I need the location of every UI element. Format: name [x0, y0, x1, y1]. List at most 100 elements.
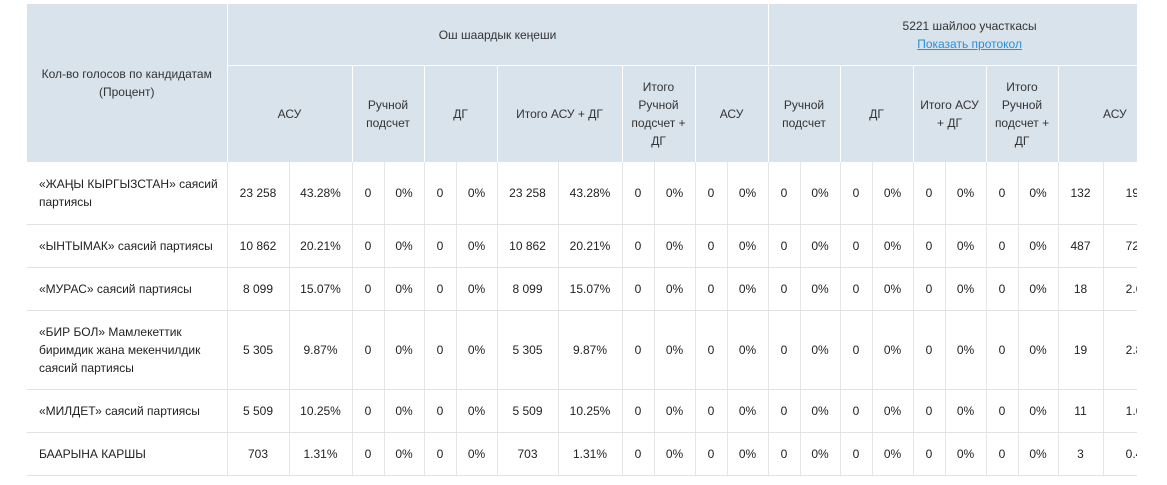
- vote-count-cell: 0: [839, 310, 873, 390]
- vote-count-cell: 0: [351, 310, 384, 390]
- vote-percent-cell: 43.28%: [288, 162, 352, 225]
- vote-count-cell: 0: [985, 310, 1019, 390]
- vote-count-cell: 0: [839, 389, 873, 433]
- vote-count-cell: 0: [621, 432, 654, 476]
- show-protocol-link[interactable]: Показать протокол: [917, 36, 1022, 51]
- subheader-asu-3: АСУ: [1057, 65, 1137, 162]
- vote-percent-cell: 0%: [1017, 432, 1059, 476]
- subheader-total-1: Итого АСУ + ДГ: [496, 65, 622, 162]
- vote-percent-cell: 0%: [1017, 267, 1059, 311]
- vote-count-cell: 703: [226, 432, 289, 476]
- vote-percent-cell: 0%: [1017, 162, 1059, 225]
- vote-percent-cell: 2.69: [1102, 267, 1137, 311]
- vote-count-cell: 5 305: [496, 310, 558, 390]
- vote-count-cell: 5 509: [226, 389, 289, 433]
- vote-percent-cell: 0%: [726, 267, 769, 311]
- vote-percent-cell: 0%: [653, 310, 695, 390]
- vote-percent-cell: 0%: [871, 310, 914, 390]
- vote-count-cell: 0: [912, 389, 946, 433]
- vote-percent-cell: 0%: [383, 310, 424, 390]
- vote-count-cell: 0: [985, 162, 1019, 225]
- vote-count-cell: 0: [423, 162, 456, 225]
- vote-percent-cell: 72.6: [1102, 224, 1137, 268]
- vote-percent-cell: 0%: [383, 389, 424, 433]
- vote-percent-cell: 0%: [871, 162, 914, 225]
- vote-count-cell: 132: [1057, 162, 1104, 225]
- vote-percent-cell: 0%: [871, 267, 914, 311]
- vote-percent-cell: 0%: [653, 162, 695, 225]
- vote-percent-cell: 10.25%: [288, 389, 352, 433]
- table-row: «МИЛДЕТ» саясий партиясы 5 509 10.25% 0 0% 0 0…: [27, 389, 1137, 433]
- vote-count-cell: 0: [985, 432, 1019, 476]
- vote-percent-cell: 0%: [653, 267, 695, 311]
- vote-count-cell: 23 258: [496, 162, 558, 225]
- vote-percent-cell: 0%: [455, 310, 497, 390]
- vote-percent-cell: 20.21%: [288, 224, 352, 268]
- vote-percent-cell: 0%: [455, 389, 497, 433]
- subheader-asu-2: АСУ: [694, 65, 769, 162]
- vote-count-cell: 0: [767, 162, 801, 225]
- vote-count-cell: 0: [694, 224, 727, 268]
- vote-percent-cell: 1.31%: [288, 432, 352, 476]
- subheader-total-manual-2: Итого Ручной подсчет + ДГ: [985, 65, 1059, 162]
- vote-percent-cell: 43.28%: [557, 162, 622, 225]
- vote-percent-cell: 0%: [653, 224, 695, 268]
- table-row: БААРЫНА КАРШЫ 703 1.31% 0 0% 0 0% 703 1.31% 0 0% 0 0…: [27, 432, 1137, 476]
- vote-count-cell: 0: [423, 310, 456, 390]
- vote-percent-cell: 0%: [871, 432, 914, 476]
- vote-percent-cell: 0%: [455, 267, 497, 311]
- vote-count-cell: 0: [912, 310, 946, 390]
- vote-percent-cell: 0%: [383, 162, 424, 225]
- vote-count-cell: 19: [1057, 310, 1104, 390]
- vote-count-cell: 0: [694, 389, 727, 433]
- vote-percent-cell: 0%: [799, 224, 841, 268]
- group-title-precinct: 5221 шайлоо участкасы: [902, 18, 1037, 33]
- vote-count-cell: 10 862: [226, 224, 289, 268]
- vote-percent-cell: 20.21%: [557, 224, 622, 268]
- vote-percent-cell: 9.87%: [288, 310, 352, 390]
- vote-percent-cell: 0%: [455, 224, 497, 268]
- party-name-cell: «ЖАҢЫ КЫРГЫЗСТАН» саясий партиясы: [27, 162, 227, 225]
- vote-percent-cell: 0%: [1017, 389, 1059, 433]
- vote-percent-cell: 0%: [726, 432, 769, 476]
- vote-percent-cell: 15.07%: [557, 267, 622, 311]
- vote-count-cell: 0: [839, 267, 873, 311]
- vote-count-cell: 0: [912, 267, 946, 311]
- subheader-asu-1: АСУ: [226, 65, 352, 162]
- vote-percent-cell: 0%: [871, 389, 914, 433]
- results-table: Кол-во голосов по кандидатам (Процент) О…: [27, 4, 1137, 476]
- vote-percent-cell: 10.25%: [557, 389, 622, 433]
- vote-percent-cell: 0%: [799, 267, 841, 311]
- vote-percent-cell: 0%: [944, 162, 987, 225]
- vote-percent-cell: 0%: [383, 432, 424, 476]
- vote-percent-cell: 0%: [944, 432, 987, 476]
- vote-percent-cell: 0%: [383, 267, 424, 311]
- vote-count-cell: 703: [496, 432, 558, 476]
- candidates-column-label: Кол-во голосов по кандидатам (Процент): [41, 67, 212, 99]
- vote-percent-cell: 0%: [799, 310, 841, 390]
- party-name-cell: БААРЫНА КАРШЫ: [27, 432, 227, 476]
- vote-count-cell: 0: [423, 389, 456, 433]
- vote-percent-cell: 0%: [726, 310, 769, 390]
- vote-count-cell: 0: [621, 267, 654, 311]
- table-row: «ЫНТЫМАК» саясий партиясы 10 862 20.21% 0 0%…: [27, 224, 1137, 268]
- vote-percent-cell: 0%: [726, 162, 769, 225]
- vote-percent-cell: 0%: [799, 432, 841, 476]
- subheader-manual-2: Ручной подсчет: [767, 65, 841, 162]
- vote-count-cell: 0: [621, 389, 654, 433]
- vote-count-cell: 0: [912, 224, 946, 268]
- vote-count-cell: 0: [351, 389, 384, 433]
- vote-count-cell: 0: [351, 432, 384, 476]
- party-name-cell: «ЫНТЫМАК» саясий партиясы: [27, 224, 227, 268]
- vote-percent-cell: 0%: [944, 224, 987, 268]
- party-name-cell: «МИЛДЕТ» саясий партиясы: [27, 389, 227, 433]
- vote-count-cell: 8 099: [496, 267, 558, 311]
- vote-count-cell: 0: [767, 310, 801, 390]
- vote-count-cell: 0: [423, 267, 456, 311]
- vote-count-cell: 0: [694, 162, 727, 225]
- subheader-total-2: Итого АСУ + ДГ: [912, 65, 987, 162]
- vote-percent-cell: 1.64: [1102, 389, 1137, 433]
- vote-percent-cell: 1.31%: [557, 432, 622, 476]
- vote-count-cell: 11: [1057, 389, 1104, 433]
- vote-percent-cell: 0%: [1017, 224, 1059, 268]
